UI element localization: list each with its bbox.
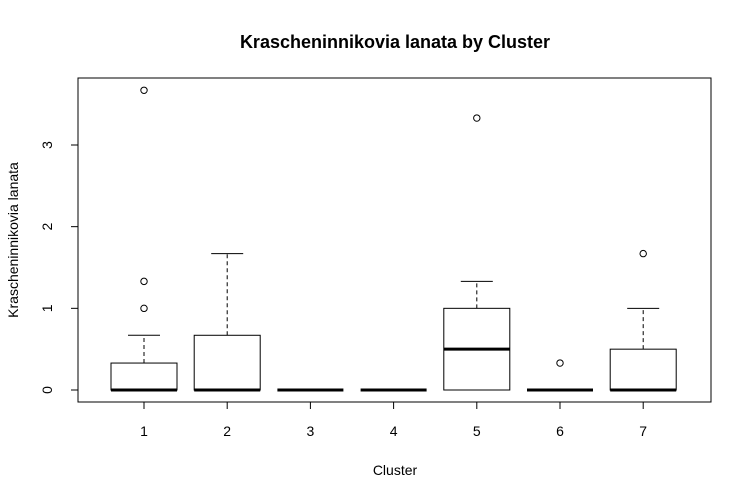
x-tick-label: 6 <box>556 423 564 439</box>
outlier-point <box>140 304 148 313</box>
box-iqr <box>110 362 178 391</box>
y-tick-label: 1 <box>39 304 55 312</box>
outlier-point <box>473 114 481 122</box>
outlier-point <box>556 359 564 367</box>
box-cluster-2 <box>193 253 261 392</box>
box-iqr <box>609 348 677 391</box>
y-axis-label: Krascheninnikovia lanata <box>5 162 21 318</box>
boxes-layer <box>110 86 677 392</box>
x-axis: 1 2 3 4 5 6 7 <box>140 401 647 439</box>
box-cluster-6 <box>527 359 593 392</box>
x-axis-label: Cluster <box>373 462 418 478</box>
outlier-point <box>140 86 148 94</box>
x-tick-label: 2 <box>223 423 231 439</box>
box-cluster-1 <box>110 86 178 392</box>
y-tick-label: 3 <box>39 141 55 149</box>
y-tick-label: 0 <box>39 386 55 394</box>
x-tick-label: 4 <box>390 423 398 439</box>
x-tick-label: 5 <box>473 423 481 439</box>
box-cluster-5 <box>443 114 511 391</box>
chart-title: Krascheninnikovia lanata by Cluster <box>240 32 550 52</box>
outlier-point <box>140 277 148 286</box>
x-tick-label: 3 <box>307 423 315 439</box>
x-tick-label: 1 <box>140 423 148 439</box>
plot-frame <box>77 77 712 403</box>
x-tick-label: 7 <box>639 423 647 439</box>
outlier-point <box>639 249 647 258</box>
y-axis: 0 1 2 3 <box>39 141 79 394</box>
box-iqr <box>193 334 261 391</box>
y-tick-label: 2 <box>39 223 55 231</box>
box-cluster-7 <box>609 249 677 392</box>
